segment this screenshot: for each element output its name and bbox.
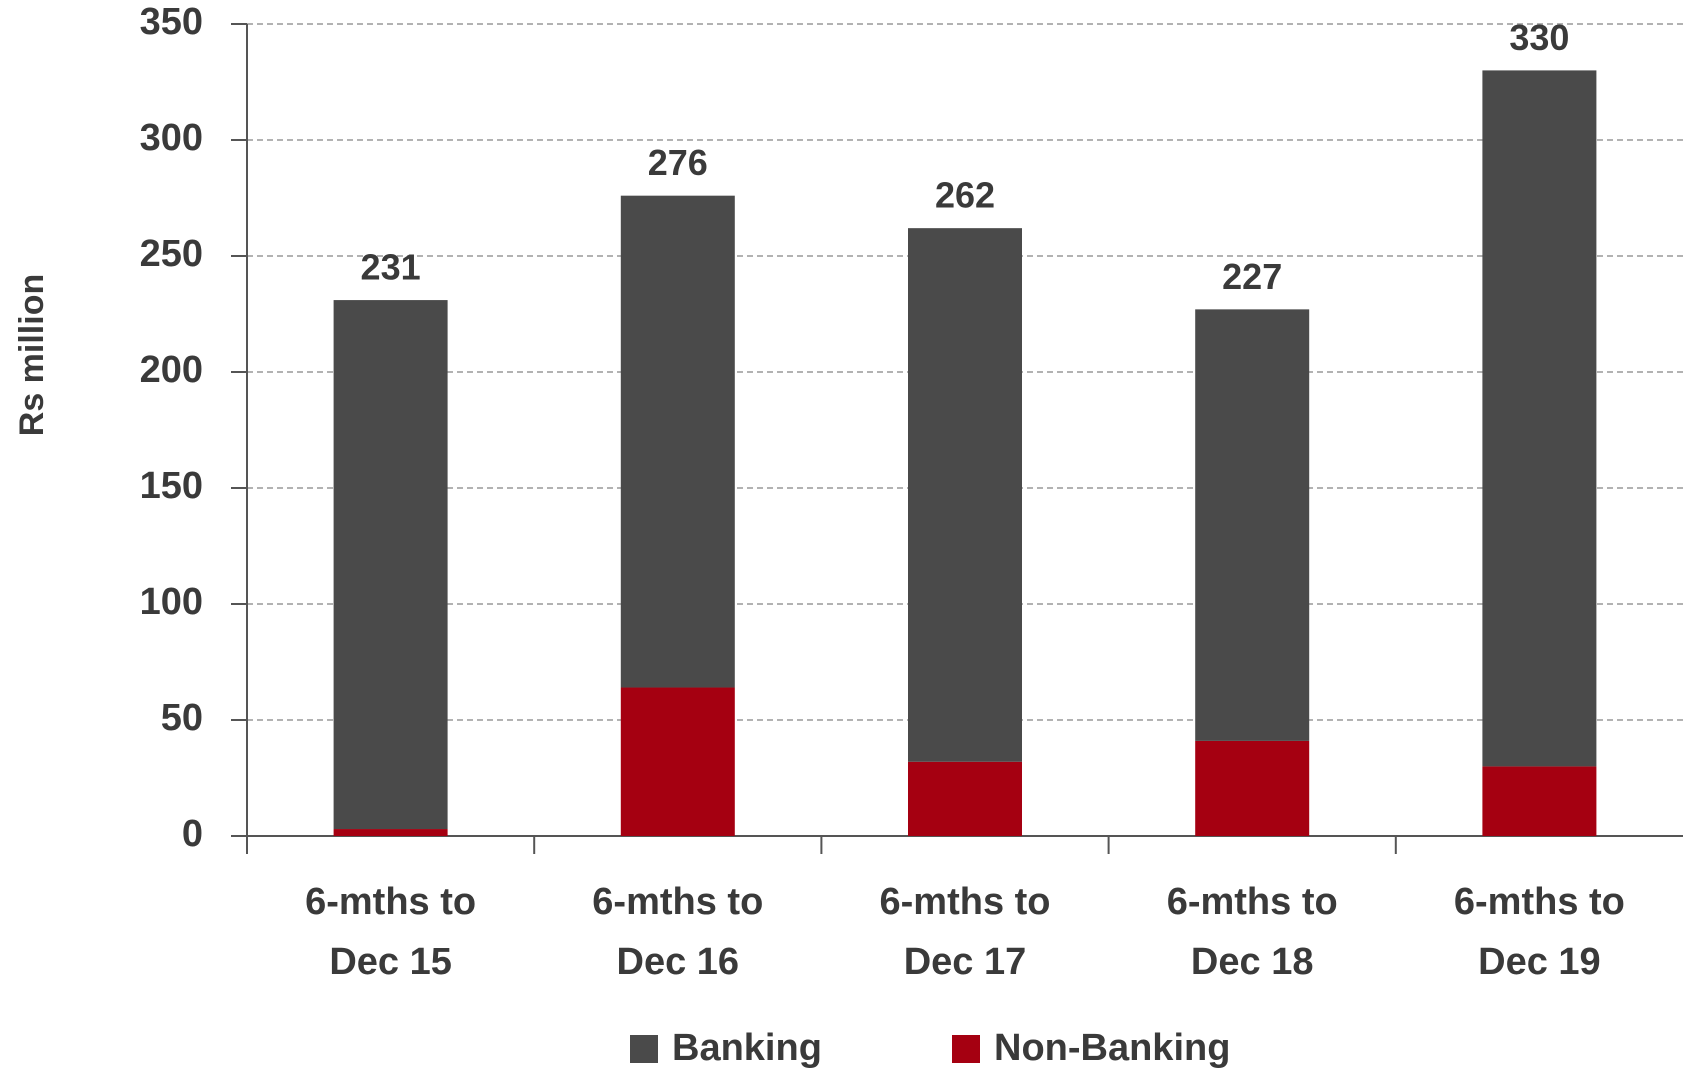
y-tick-label: 150 xyxy=(140,465,203,507)
x-tick-label: Dec 15 xyxy=(329,941,452,983)
bar-segment xyxy=(1195,309,1310,741)
total-label: 227 xyxy=(1222,256,1282,297)
y-tick-label: 100 xyxy=(140,581,203,623)
y-tick-label: 50 xyxy=(161,697,203,739)
total-label: 330 xyxy=(1509,17,1569,58)
y-tick-label: 300 xyxy=(140,117,203,159)
y-tick-label: 200 xyxy=(140,349,203,391)
x-tick-label: Dec 18 xyxy=(1191,941,1314,983)
total-label: 262 xyxy=(935,175,995,216)
bar-segment xyxy=(620,195,735,688)
y-tick-label: 350 xyxy=(140,1,203,43)
y-axis-label: Rs million xyxy=(13,274,51,436)
x-tick-label: 6-mths to xyxy=(1167,881,1338,923)
legend-swatch xyxy=(952,1035,980,1063)
x-tick-label: Dec 19 xyxy=(1478,941,1601,983)
bar-segment xyxy=(1482,766,1597,836)
x-tick-label: 6-mths to xyxy=(880,881,1051,923)
bar-segment xyxy=(333,300,448,830)
total-label: 231 xyxy=(361,247,421,288)
bar-segment xyxy=(333,829,448,836)
x-tick-label: 6-mths to xyxy=(1454,881,1625,923)
legend-label: Non-Banking xyxy=(994,1027,1230,1069)
bar-segment xyxy=(620,687,735,836)
bar-segment xyxy=(908,228,1022,762)
legend-swatch xyxy=(630,1035,658,1063)
x-tick-label: 6-mths to xyxy=(592,881,763,923)
y-tick-label: 250 xyxy=(140,233,203,275)
total-label: 276 xyxy=(648,142,708,183)
x-tick-label: Dec 17 xyxy=(904,941,1027,983)
legend-label: Banking xyxy=(672,1027,822,1069)
x-tick-label: 6-mths to xyxy=(305,881,476,923)
y-tick-label: 0 xyxy=(182,813,203,855)
bar-segment xyxy=(908,761,1022,836)
bar-segment xyxy=(1195,740,1310,836)
x-tick-label: Dec 16 xyxy=(617,941,740,983)
bar-segment xyxy=(1482,70,1597,767)
